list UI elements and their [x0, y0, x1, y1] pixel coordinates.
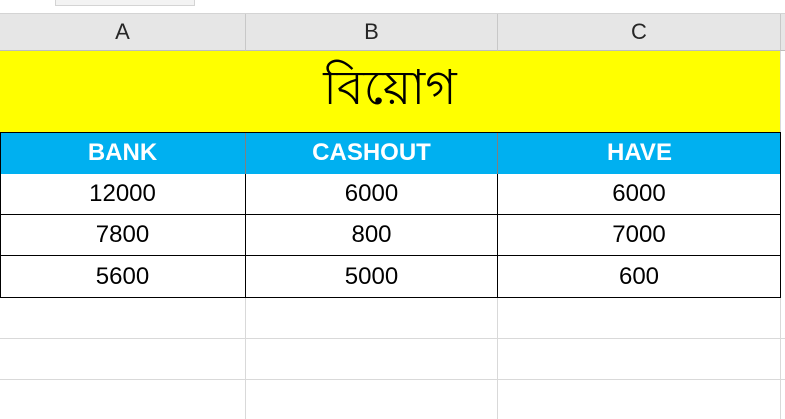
header-cell-bank[interactable]: BANK [0, 132, 246, 174]
cell-cashout-row1[interactable]: 6000 [246, 174, 498, 215]
column-header-a[interactable]: A [0, 14, 246, 51]
cell-bank-row1[interactable]: 12000 [0, 174, 246, 215]
cell-bank-row2[interactable]: 7800 [0, 215, 246, 256]
top-strip [0, 0, 785, 14]
column-header-c[interactable]: C [498, 14, 781, 51]
title-cell[interactable]: বিয়োগ [0, 51, 780, 132]
gridline [0, 338, 785, 339]
cell-cashout-row2[interactable]: 800 [246, 215, 498, 256]
empty-cells-c[interactable] [498, 298, 780, 419]
cell-have-row3[interactable]: 600 [498, 256, 781, 298]
header-cell-have[interactable]: HAVE [498, 132, 781, 174]
header-cell-cashout[interactable]: CASHOUT [246, 132, 498, 174]
empty-cells-b[interactable] [246, 298, 497, 419]
cell-cashout-row3[interactable]: 5000 [246, 256, 498, 298]
top-tab [55, 0, 195, 6]
column-header-d[interactable] [781, 14, 785, 51]
cell-have-row2[interactable]: 7000 [498, 215, 781, 256]
cell-bank-row3[interactable]: 5600 [0, 256, 246, 298]
column-header-b[interactable]: B [246, 14, 498, 51]
gridline [0, 379, 785, 380]
cell-have-row1[interactable]: 6000 [498, 174, 781, 215]
empty-cells-a[interactable] [0, 298, 245, 419]
